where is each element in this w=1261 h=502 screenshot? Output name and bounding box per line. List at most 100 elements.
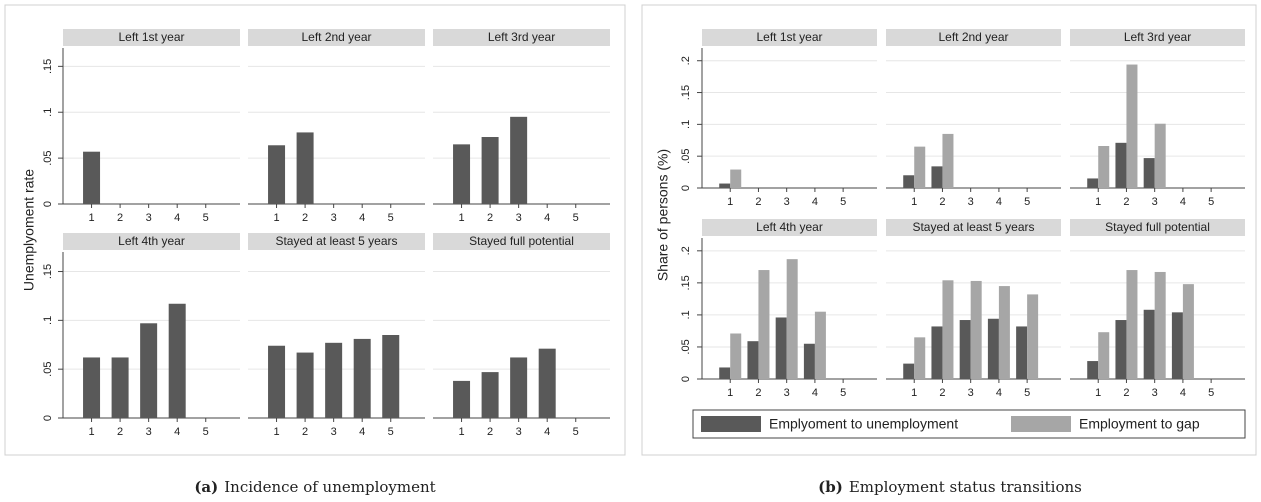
x-tick-label: 1: [88, 212, 94, 224]
x-tick-label: 4: [359, 212, 365, 224]
bar: [382, 335, 400, 418]
panel-strip: [886, 29, 1061, 46]
bar: [481, 137, 499, 204]
bar: [903, 363, 915, 379]
bar: [970, 280, 982, 379]
bar: [987, 318, 999, 379]
bar: [1016, 326, 1028, 379]
panel-title: Stayed full potential: [1105, 220, 1210, 234]
panel-title: Left 2nd year: [301, 30, 371, 44]
legend-swatch: [1011, 416, 1071, 432]
panel-title: Left 4th year: [118, 234, 185, 248]
caption-text: Incidence of unemployment: [224, 478, 435, 496]
x-tick-label: 4: [996, 387, 1002, 399]
bar: [942, 133, 954, 188]
bar: [1143, 309, 1155, 379]
bar: [538, 348, 556, 418]
bar: [1154, 123, 1166, 188]
panel-title: Left 3rd year: [488, 30, 555, 44]
y-tick-label: .2: [680, 56, 692, 65]
caption-text: Employment status transitions: [849, 478, 1082, 496]
bar: [730, 169, 742, 188]
panel-strip: [1070, 219, 1245, 236]
y-tick-label: 0: [680, 376, 692, 382]
x-tick-label: 5: [1208, 196, 1214, 208]
x-tick-label: 4: [1180, 387, 1186, 399]
bar: [83, 357, 101, 418]
panel-strip: [248, 29, 425, 46]
y-tick-label: .05: [42, 150, 54, 165]
panel-strip: [702, 219, 877, 236]
x-tick-label: 2: [939, 196, 945, 208]
x-tick-label: 1: [911, 196, 917, 208]
x-tick-label: 3: [1152, 387, 1158, 399]
caption: (b) Employment status transitions: [818, 478, 1082, 496]
x-tick-label: 5: [388, 426, 394, 438]
x-tick-label: 5: [573, 212, 579, 224]
x-tick-label: 3: [146, 212, 152, 224]
panel-strip: [433, 233, 610, 250]
bar: [803, 343, 815, 379]
y-tick-label: .05: [680, 339, 692, 354]
caption-label: (b): [818, 478, 843, 496]
bar: [296, 352, 314, 418]
bar: [914, 337, 926, 379]
x-tick-label: 1: [1095, 387, 1101, 399]
y-tick-label: .15: [680, 85, 692, 100]
y-tick-label: 0: [42, 201, 54, 207]
panel-title: Left 1st year: [118, 30, 184, 44]
x-tick-label: 3: [516, 426, 522, 438]
bar: [775, 317, 787, 379]
x-tick-label: 3: [968, 196, 974, 208]
panel-title: Left 4th year: [756, 220, 823, 234]
bar: [1115, 142, 1127, 188]
legend-label: Emplyoment to unemployment: [769, 416, 958, 432]
legend-box: [692, 409, 1246, 439]
x-tick-label: 4: [174, 426, 180, 438]
x-tick-label: 2: [302, 212, 308, 224]
bar: [1027, 294, 1039, 379]
x-tick-label: 1: [727, 196, 733, 208]
bar: [1098, 146, 1110, 188]
bar: [83, 151, 101, 204]
bar: [931, 326, 943, 379]
x-tick-label: 4: [544, 212, 550, 224]
bar: [1182, 284, 1194, 379]
bar: [510, 357, 528, 418]
x-tick-label: 3: [331, 426, 337, 438]
x-tick-label: 5: [840, 196, 846, 208]
legend-swatch: [701, 416, 761, 432]
bar: [786, 259, 798, 379]
y-tick-label: .15: [680, 275, 692, 290]
y-tick-label: .15: [42, 59, 54, 74]
bar: [719, 183, 731, 188]
bar: [998, 286, 1010, 379]
bar: [140, 323, 158, 418]
x-tick-label: 4: [544, 426, 550, 438]
bar: [747, 341, 759, 379]
bar: [353, 338, 371, 418]
x-tick-label: 3: [968, 387, 974, 399]
x-tick-label: 2: [117, 426, 123, 438]
bar: [1115, 320, 1127, 379]
panel-title: Stayed full potential: [469, 234, 574, 248]
y-tick-label: .1: [42, 108, 54, 117]
bar: [1171, 312, 1183, 379]
panel-title: Left 2nd year: [938, 30, 1008, 44]
y-tick-label: .2: [680, 246, 692, 255]
x-tick-label: 1: [458, 426, 464, 438]
legend-label: Employment to gap: [1079, 416, 1200, 432]
x-tick-label: 1: [273, 212, 279, 224]
x-tick-label: 5: [388, 212, 394, 224]
panel-strip: [248, 233, 425, 250]
bar: [268, 345, 286, 418]
y-tick-label: 0: [680, 185, 692, 191]
x-tick-label: 5: [203, 212, 209, 224]
bar: [325, 342, 343, 418]
bar: [730, 333, 742, 379]
x-tick-label: 4: [812, 387, 818, 399]
x-tick-label: 4: [996, 196, 1002, 208]
panel-strip: [702, 29, 877, 46]
panel-strip: [433, 29, 610, 46]
